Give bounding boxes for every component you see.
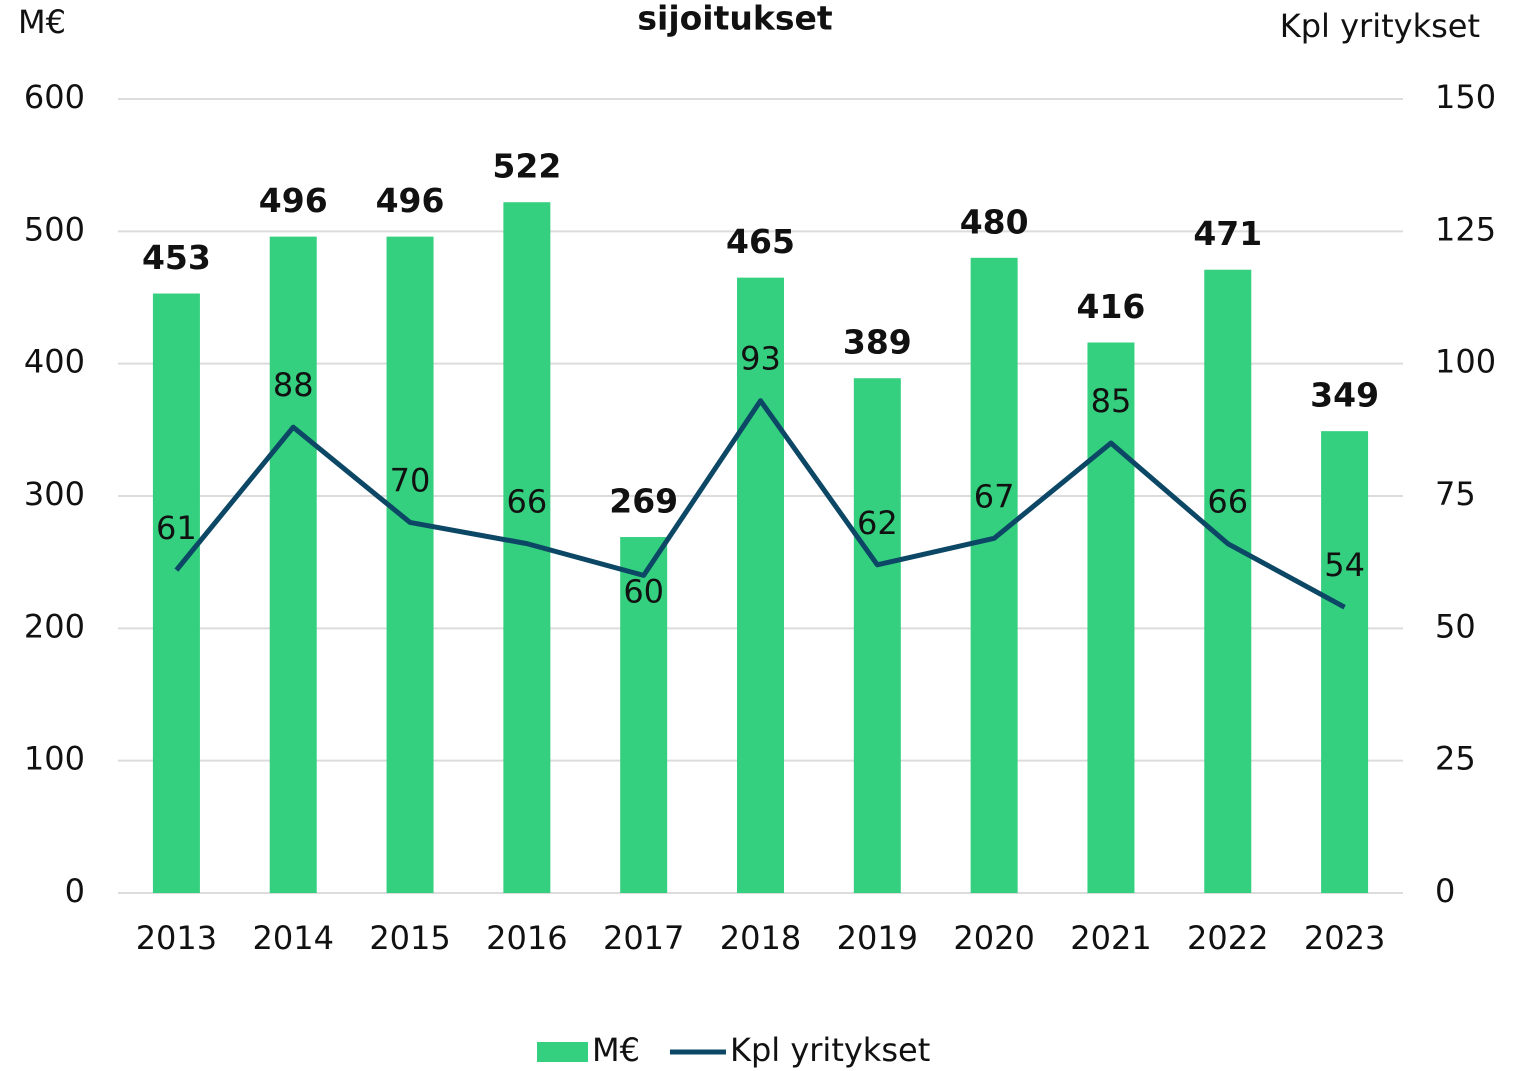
line xyxy=(174,398,1346,610)
y2-tick-label: 75 xyxy=(1435,475,1476,513)
bar-value-label: 496 xyxy=(376,181,445,220)
y2-tick-label: 125 xyxy=(1435,210,1496,248)
bar-value-label: 522 xyxy=(492,147,561,186)
line-value-label: 70 xyxy=(390,461,431,499)
bar xyxy=(1204,269,1252,894)
x-tick-label: 2013 xyxy=(136,919,217,957)
line-value-label: 60 xyxy=(623,572,664,610)
bar xyxy=(152,293,200,893)
x-tick-label: 2022 xyxy=(1187,919,1268,957)
y-tick-label: 400 xyxy=(24,343,85,381)
y-tick-label: 500 xyxy=(24,210,85,248)
x-tick-label: 2015 xyxy=(369,919,450,957)
y-tick-label: 0 xyxy=(65,872,85,910)
bar xyxy=(737,277,784,893)
line-value-label: 67 xyxy=(974,477,1015,515)
bar xyxy=(1321,431,1369,893)
chart-title: sijoitukset xyxy=(637,0,832,38)
line-value-label: 88 xyxy=(273,366,314,404)
bar xyxy=(1087,342,1135,893)
y2-tick-label: 25 xyxy=(1435,740,1476,778)
line-value-label: 66 xyxy=(1207,483,1248,521)
y-tick-label: 600 xyxy=(24,78,85,116)
x-tick-label: 2023 xyxy=(1304,919,1385,957)
y2-tick-label: 50 xyxy=(1435,607,1476,645)
bar xyxy=(269,236,317,894)
line-value-label: 85 xyxy=(1091,382,1132,420)
bar-value-label: 453 xyxy=(142,238,211,277)
y-tick-label: 200 xyxy=(24,607,85,645)
y-tick-label: 300 xyxy=(24,475,85,513)
bar-value-label: 471 xyxy=(1193,214,1262,253)
x-tick-label: 2014 xyxy=(253,919,334,957)
legend-label: Kpl yritykset xyxy=(730,1031,930,1069)
bar xyxy=(853,378,901,893)
bar-value-label: 465 xyxy=(726,222,795,261)
x-tick-label: 2017 xyxy=(603,919,684,957)
y-tick-label: 100 xyxy=(24,740,85,778)
y2-tick-label: 0 xyxy=(1435,872,1455,910)
bar xyxy=(620,537,668,893)
bar-value-label: 269 xyxy=(609,482,678,521)
x-tick-label: 2018 xyxy=(720,919,801,957)
y2-tick-label: 100 xyxy=(1435,343,1496,381)
y-axis-title: M€ xyxy=(18,3,66,41)
bar-value-label: 349 xyxy=(1310,376,1379,415)
line-value-label: 61 xyxy=(156,509,197,547)
line-value-label: 54 xyxy=(1324,546,1365,584)
legend-label: M€ xyxy=(592,1031,640,1069)
bar-value-label: 496 xyxy=(259,181,328,220)
bar xyxy=(386,236,434,894)
legend-swatch xyxy=(537,1042,588,1062)
line-value-label: 66 xyxy=(507,483,548,521)
bar-value-label: 416 xyxy=(1077,287,1146,326)
line-value-label: 62 xyxy=(857,504,898,542)
x-tick-label: 2016 xyxy=(486,919,567,957)
x-tick-label: 2021 xyxy=(1070,919,1151,957)
y2-axis-title: Kpl yritykset xyxy=(1280,7,1480,45)
bar-value-label: 389 xyxy=(843,323,912,362)
x-tick-label: 2019 xyxy=(837,919,918,957)
bar xyxy=(970,257,1018,893)
bar-value-label: 480 xyxy=(960,202,1029,241)
x-tick-label: 2020 xyxy=(953,919,1034,957)
line-value-label: 93 xyxy=(740,340,781,378)
y2-tick-label: 150 xyxy=(1435,78,1496,116)
